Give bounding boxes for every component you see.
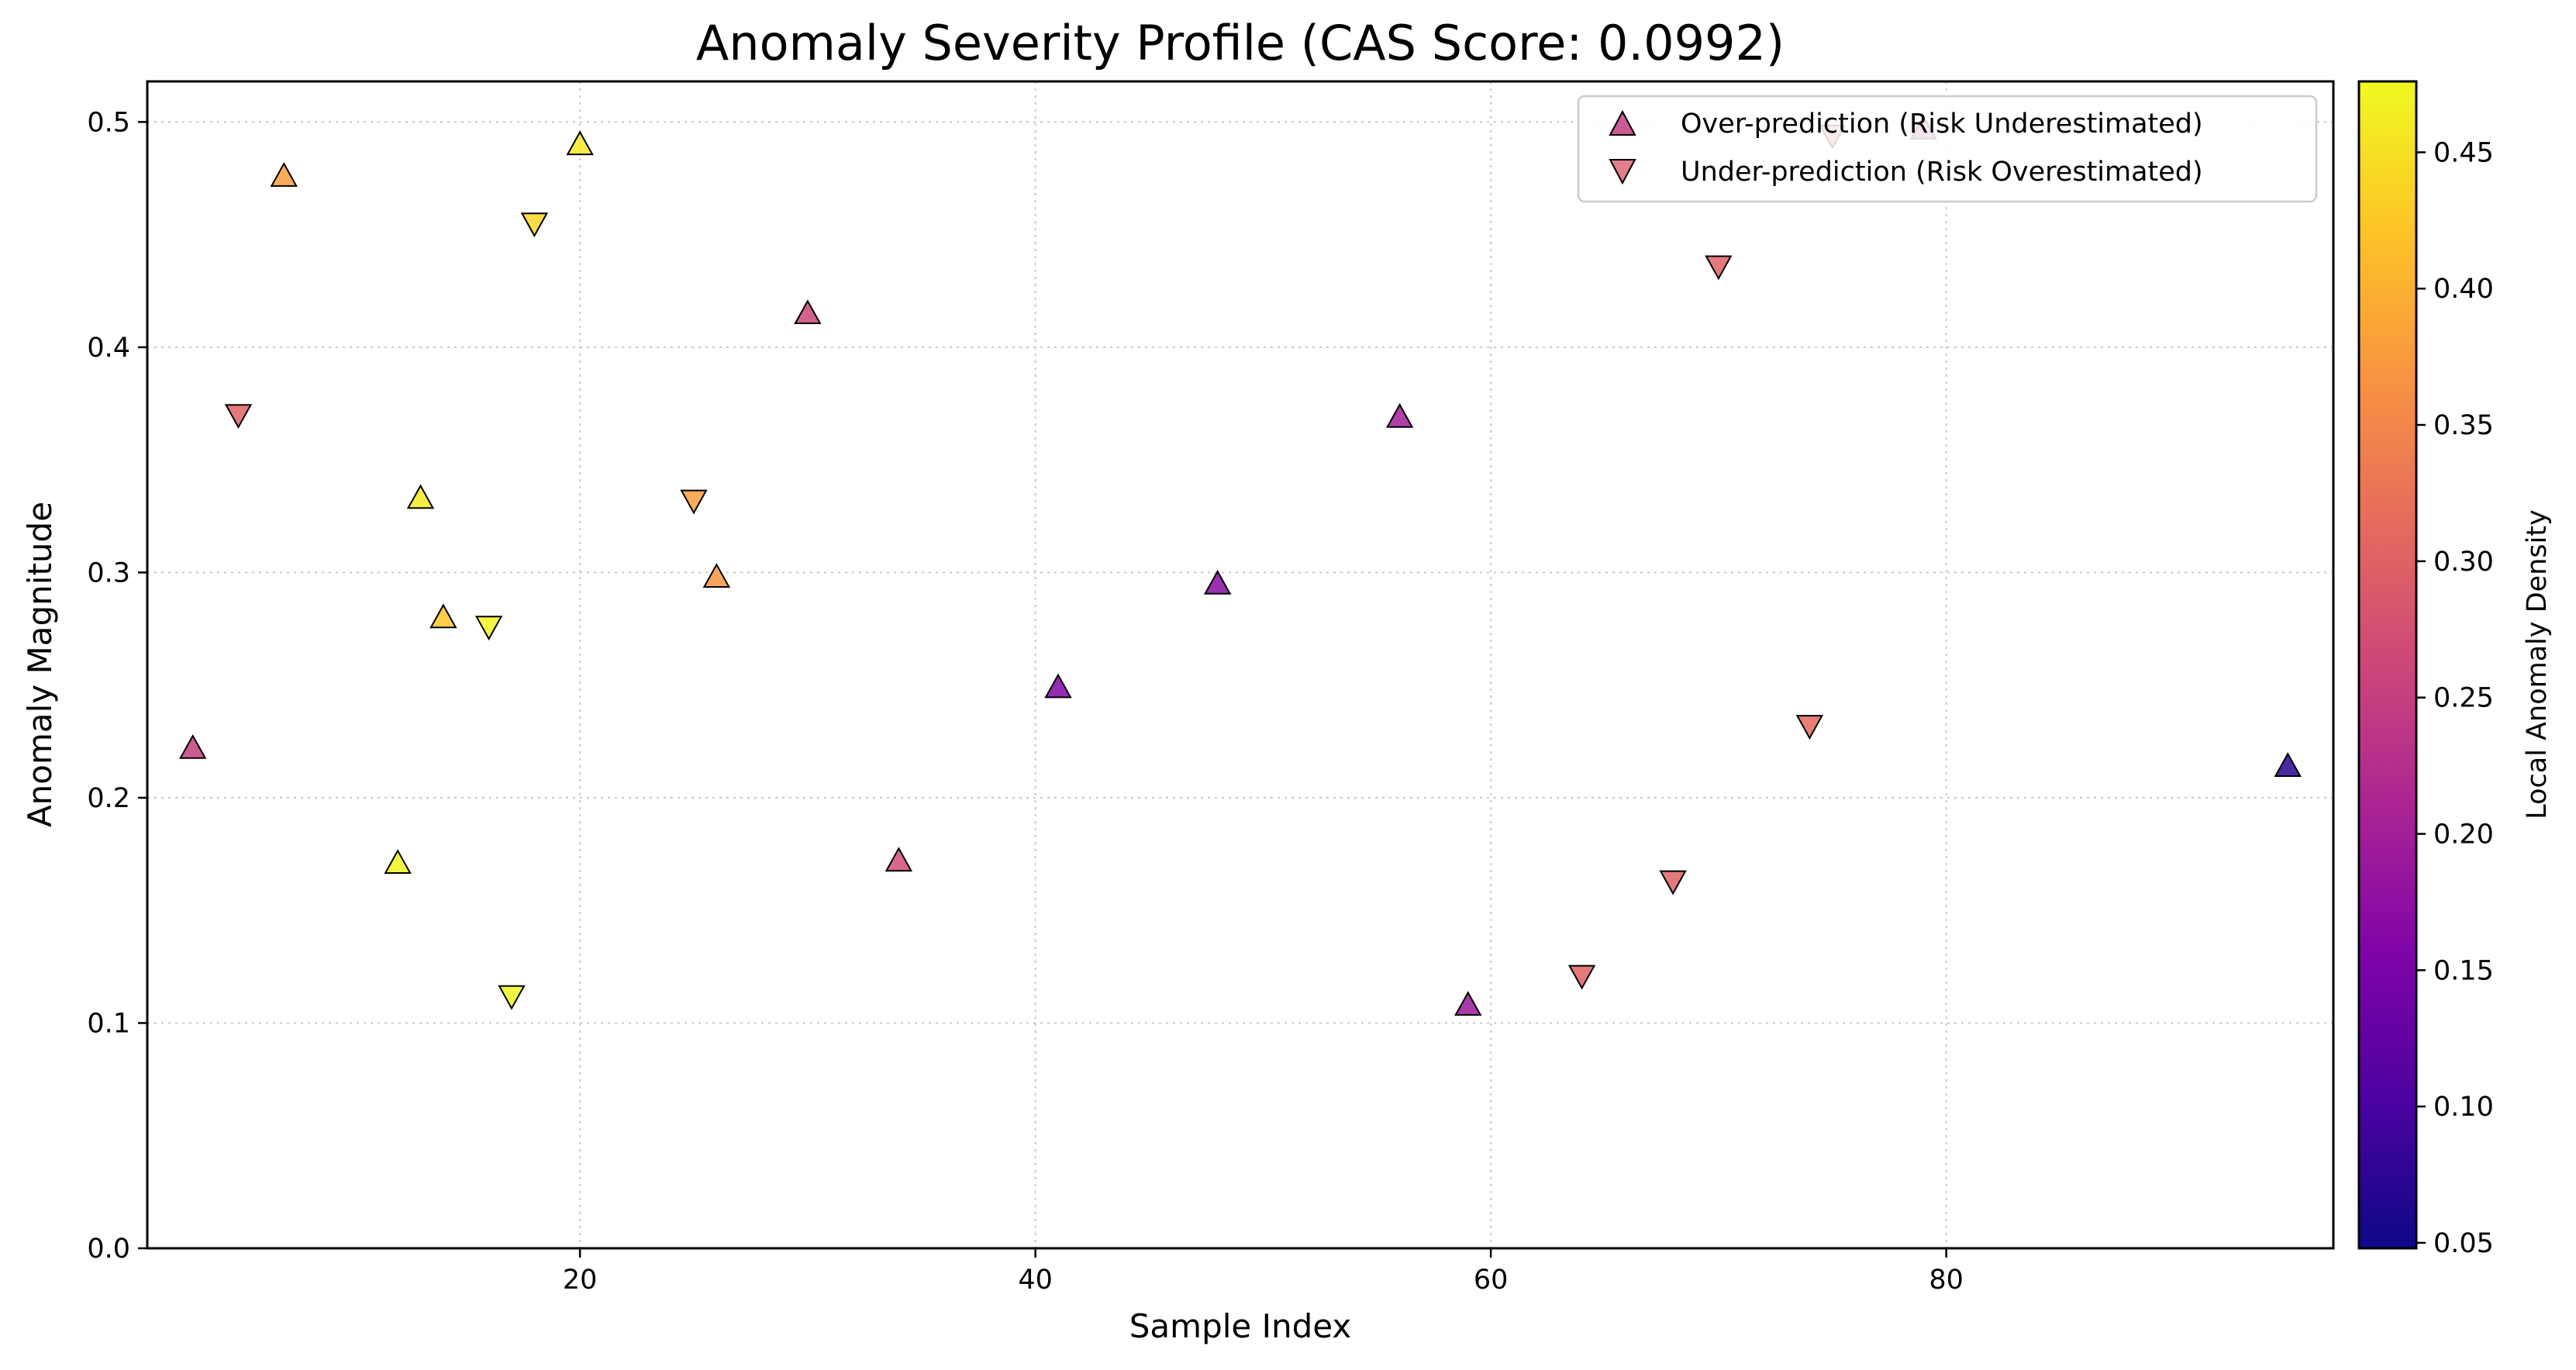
over-prediction-point	[406, 484, 435, 509]
y-tick-label: 0.3	[87, 557, 130, 588]
under-prediction-point	[474, 616, 503, 641]
y-axis-ticks: 0.0 0.1 0.2 0.3 0.4 0.5	[87, 107, 147, 1265]
legend-box	[1577, 95, 2318, 203]
y-tick-label: 0.0	[87, 1234, 130, 1265]
data-points	[179, 114, 2302, 1016]
over-prediction-point	[179, 733, 207, 759]
colorbar-tick-label: 0.25	[2433, 683, 2494, 714]
over-prediction-point	[270, 161, 298, 187]
under-prediction-point	[520, 212, 549, 238]
y-tick-label: 0.5	[87, 107, 130, 138]
x-tick-label: 80	[1929, 1265, 1964, 1296]
legend-label-under-prediction: Under-prediction (Risk Overestimated)	[1681, 157, 2203, 188]
plot-frame	[146, 80, 2335, 1250]
over-prediction-point	[885, 847, 913, 872]
colorbar-tick-label: 0.40	[2433, 274, 2494, 305]
over-prediction-point	[1044, 673, 1072, 699]
y-tick-label: 0.1	[87, 1008, 130, 1039]
over-prediction-point	[794, 299, 822, 325]
under-prediction-point	[498, 985, 526, 1010]
y-tick-label: 0.4	[87, 333, 130, 364]
over-prediction-point	[1385, 402, 1414, 428]
under-prediction-point	[224, 404, 253, 430]
x-axis-ticks: 20 40 60 80	[563, 1248, 1964, 1296]
x-tick-label: 20	[563, 1265, 598, 1296]
under-prediction-point	[1567, 965, 1596, 990]
grid-lines	[147, 81, 2333, 1249]
over-prediction-point	[566, 130, 594, 156]
colorbar-tick-label: 0.45	[2433, 137, 2494, 168]
over-prediction-point	[429, 603, 457, 629]
colorbar-tick-label: 0.20	[2433, 820, 2494, 851]
over-prediction-point	[1203, 569, 1232, 595]
under-prediction-point	[1659, 870, 1687, 896]
legend-label-over-prediction: Over-prediction (Risk Underestimated)	[1681, 109, 2203, 140]
under-prediction-point	[1795, 715, 1824, 740]
legend-marker-under-prediction	[1609, 159, 1636, 185]
legend: Over-prediction (Risk Underestimated) Un…	[1577, 95, 2318, 203]
colorbar-tick-label: 0.35	[2433, 410, 2494, 441]
colorbar-tick-label: 0.15	[2433, 955, 2494, 986]
x-tick-label: 60	[1474, 1265, 1509, 1296]
colorbar-tick-label: 0.05	[2433, 1228, 2494, 1259]
legend-marker-over-prediction	[1609, 109, 1636, 136]
x-axis-title: Sample Index	[1129, 1307, 1351, 1345]
over-prediction-point	[702, 563, 731, 588]
under-prediction-point	[1705, 255, 1733, 281]
y-tick-label: 0.2	[87, 783, 130, 814]
colorbar	[2357, 80, 2418, 1250]
x-tick-label: 40	[1018, 1265, 1053, 1296]
colorbar-tick-label: 0.10	[2433, 1092, 2494, 1123]
over-prediction-point	[1454, 991, 1482, 1016]
under-prediction-point	[680, 489, 708, 515]
colorbar-label: Local Anomaly Density	[2522, 509, 2553, 820]
over-prediction-point	[384, 849, 412, 874]
y-axis-title: Anomaly Magnitude	[21, 502, 59, 827]
colorbar-tick-label: 0.30	[2433, 547, 2494, 578]
colorbar-ticks: 0.05 0.10 0.15 0.20 0.25 0.30 0.35 0.40 0.45	[2416, 137, 2494, 1259]
over-prediction-point	[2274, 752, 2302, 778]
chart-title: Anomaly Severity Profile (CAS Score: 0.0…	[696, 15, 1785, 71]
